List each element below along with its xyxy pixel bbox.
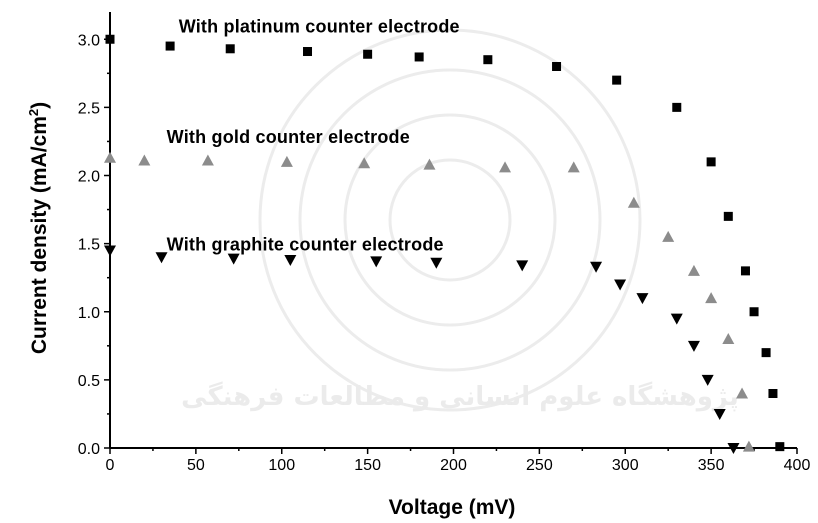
x-tick-label: 350 — [698, 457, 725, 474]
data-point-triangle-up — [662, 230, 675, 242]
plot-area: 0 50 100 150 200 250 300 350 400 0.0 0.5 1.0 1.5 2.0 2… — [78, 12, 811, 474]
data-point-triangle-up — [499, 161, 512, 173]
y-tick-label: 2.0 — [78, 169, 100, 186]
x-tick-label: 250 — [526, 457, 553, 474]
data-point-triangle-down — [590, 261, 603, 273]
y-axis-title: Current density (mA/cm2) — [26, 102, 51, 354]
x-tick-label: 50 — [187, 457, 205, 474]
x-tick-label: 300 — [612, 457, 639, 474]
data-point-square — [672, 102, 682, 112]
data-point-triangle-down — [713, 408, 726, 420]
data-point-triangle-down — [687, 340, 700, 352]
series-annotation: With platinum counter electrode — [179, 16, 460, 36]
data-point-square — [225, 44, 235, 54]
series-annotation: With gold counter electrode — [167, 127, 410, 147]
data-point-square — [303, 47, 313, 57]
data-point-triangle-down — [727, 443, 740, 454]
data-point-square — [165, 41, 175, 51]
watermark-text: پژوهشگاه علوم انسانی و مطالعات فرهنگی — [181, 381, 739, 412]
y-tick-label: 3.0 — [78, 32, 100, 49]
data-point-triangle-down — [614, 279, 627, 291]
data-point-triangle-down — [284, 254, 297, 266]
x-tick-label: 200 — [440, 457, 467, 474]
data-point-triangle-up — [687, 264, 700, 276]
data-point-triangle-up — [627, 196, 640, 208]
data-point-square — [552, 62, 562, 71]
y-tick-label: 1.0 — [78, 305, 100, 322]
data-point-square — [761, 348, 771, 358]
data-point-square — [363, 49, 373, 59]
data-point-square — [612, 75, 622, 85]
data-point-triangle-up — [567, 161, 580, 173]
data-point-triangle-up — [280, 155, 293, 167]
x-tick-label: 400 — [784, 457, 811, 474]
y-tick-label: 0.5 — [78, 373, 100, 390]
y-tick-label: 1.5 — [78, 237, 100, 254]
data-point-square — [749, 307, 759, 317]
y-tick-label: 0.0 — [78, 441, 100, 458]
data-point-square — [723, 211, 733, 221]
data-point-square — [740, 266, 750, 276]
data-point-triangle-down — [516, 260, 529, 272]
data-point-square — [105, 34, 115, 44]
data-point-triangle-up — [722, 333, 735, 344]
data-point-triangle-up — [705, 292, 718, 304]
data-point-triangle-up — [104, 151, 116, 163]
data-point-triangle-up — [138, 154, 151, 166]
x-axis-title: Voltage (mV) — [389, 496, 516, 519]
data-point-triangle-down — [227, 253, 240, 265]
data-point-triangle-down — [430, 257, 443, 269]
data-point-square — [414, 52, 424, 62]
data-point-triangle-up — [358, 157, 371, 169]
data-point-square — [483, 55, 493, 65]
data-point-triangle-down — [701, 374, 714, 386]
x-tick-label: 100 — [268, 457, 295, 474]
data-point-triangle-down — [636, 293, 649, 305]
y-tick-label: 2.5 — [78, 100, 100, 117]
watermark-emblem — [258, 28, 642, 412]
data-point-triangle-down — [670, 313, 683, 325]
data-point-triangle-down — [104, 245, 116, 257]
data-point-triangle-up — [201, 154, 214, 166]
data-point-triangle-down — [155, 252, 168, 264]
data-point-square — [706, 157, 716, 167]
data-point-triangle-up — [423, 158, 436, 170]
data-point-square — [768, 389, 778, 398]
data-point-triangle-up — [742, 440, 755, 452]
x-tick-label: 0 — [106, 457, 115, 474]
data-point-triangle-down — [370, 256, 383, 268]
series-annotation: With graphite counter electrode — [167, 234, 444, 254]
data-point-square — [775, 442, 785, 452]
x-tick-label: 150 — [354, 457, 381, 474]
data-point-triangle-up — [736, 387, 749, 399]
